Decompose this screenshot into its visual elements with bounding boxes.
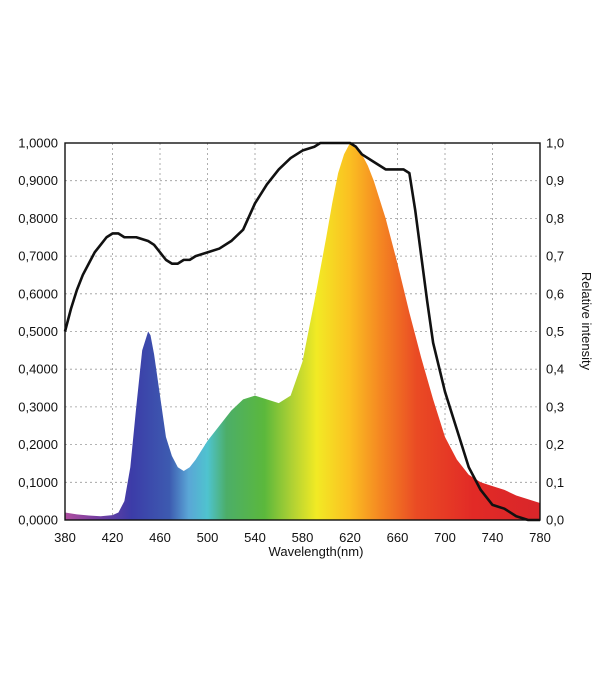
y-tick-label: 1,0000 — [18, 136, 58, 151]
y-axis-ticks: 0,0000 0,1000 0,2000 0,3000 0,4000 0,5000 0,60… — [18, 136, 58, 528]
y2-tick-label: 0,1 — [546, 475, 564, 490]
plot-frame — [64, 142, 541, 521]
x-axis-title: Wavelength(nm) — [269, 544, 364, 559]
x-tick-label: 620 — [339, 530, 361, 545]
y-tick-label: 0,7000 — [18, 249, 58, 264]
y-tick-label: 0,9000 — [18, 173, 58, 188]
y2-tick-label: 0,9 — [546, 173, 564, 188]
x-tick-label: 700 — [434, 530, 456, 545]
y-tick-label: 0,3000 — [18, 399, 58, 414]
y2-tick-label: 0,4 — [546, 362, 564, 377]
y-tick-label: 0,2000 — [18, 437, 58, 452]
y2-tick-label: 1,0 — [546, 136, 564, 151]
y-tick-label: 0,6000 — [18, 286, 58, 301]
y-tick-label: 0,4000 — [18, 362, 58, 377]
x-axis-ticks: 380 420 460 500 540 580 620 660 700 740 780 — [54, 530, 551, 545]
spectrum-area — [65, 143, 540, 520]
y2-tick-label: 0,2 — [546, 437, 564, 452]
x-tick-label: 660 — [387, 530, 409, 545]
y2-tick-label: 0,5 — [546, 324, 564, 339]
x-tick-label: 500 — [197, 530, 219, 545]
x-tick-label: 460 — [149, 530, 171, 545]
x-tick-label: 540 — [244, 530, 266, 545]
intensity-line — [63, 141, 540, 522]
y-tick-label: 0,1000 — [18, 475, 58, 490]
x-tick-label: 580 — [292, 530, 314, 545]
y2-tick-label: 0,7 — [546, 249, 564, 264]
x-tick-label: 740 — [482, 530, 504, 545]
y-tick-label: 0,5000 — [18, 324, 58, 339]
y2-tick-label: 0,6 — [546, 286, 564, 301]
y2-tick-label: 0,8 — [546, 211, 564, 226]
x-tick-label: 780 — [529, 530, 551, 545]
y2-tick-label: 0,3 — [546, 399, 564, 414]
y-tick-label: 0,0000 — [18, 513, 58, 528]
x-tick-label: 380 — [54, 530, 76, 545]
y2-axis-title: Relative intensity — [579, 272, 594, 371]
y2-tick-label: 0,0 — [546, 513, 564, 528]
x-tick-label: 420 — [102, 530, 124, 545]
y2-axis-ticks: 0,0 0,1 0,2 0,3 0,4 0,5 0,6 0,7 0,8 0,9 1,0 — [546, 136, 564, 528]
y-tick-label: 0,8000 — [18, 211, 58, 226]
